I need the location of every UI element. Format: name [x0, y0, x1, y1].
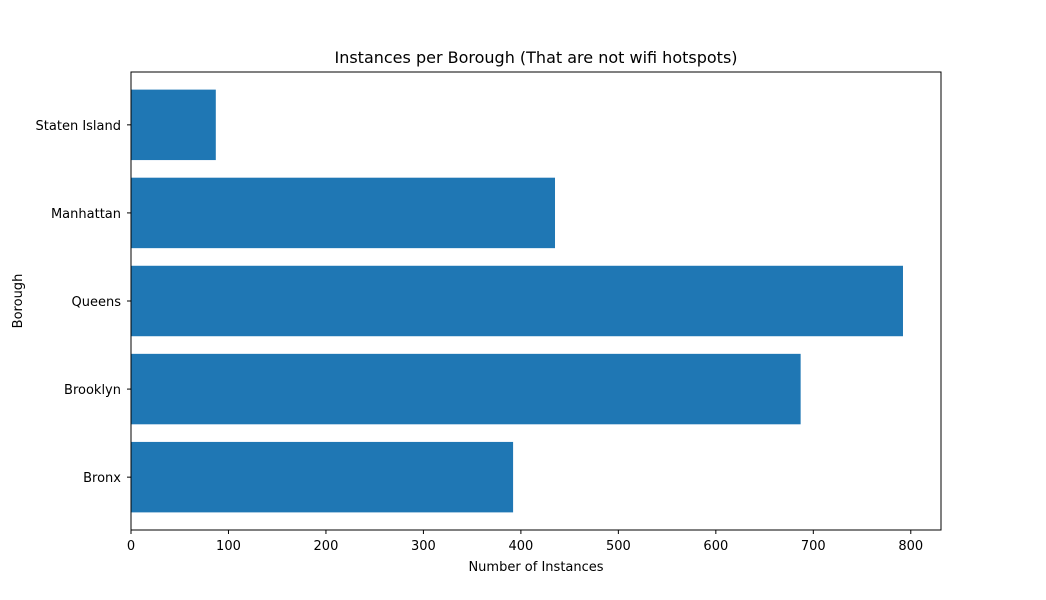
x-tick-label: 400: [508, 539, 533, 554]
y-tick-label: Bronx: [83, 471, 121, 486]
bars-layer: [131, 89, 903, 513]
bar-brooklyn: [131, 353, 801, 425]
x-axis-label: Number of Instances: [468, 560, 603, 575]
x-tick-label: 800: [898, 539, 923, 554]
y-tick-label: Staten Island: [36, 119, 121, 134]
x-tick-label: 300: [411, 539, 436, 554]
x-tick-label: 600: [703, 539, 728, 554]
x-tick-label: 500: [606, 539, 631, 554]
chart-title: Instances per Borough (That are not wifi…: [334, 48, 737, 67]
bar-queens: [131, 265, 903, 337]
y-tick-label: Brooklyn: [64, 383, 121, 398]
y-axis-ticks: Bronx Brooklyn Queens Manhattan Staten Islan…: [36, 119, 131, 486]
x-tick-label: 0: [127, 539, 135, 554]
x-axis-ticks: 0 100 200 300 400 500 600 700 800: [127, 530, 923, 554]
y-axis-label: Borough: [11, 274, 26, 329]
x-tick-label: 200: [314, 539, 339, 554]
y-tick-label: Queens: [72, 295, 122, 310]
bar-bronx: [131, 441, 514, 513]
bar-staten-island: [131, 89, 216, 161]
y-tick-label: Manhattan: [51, 207, 121, 222]
x-tick-label: 100: [216, 539, 241, 554]
bar-manhattan: [131, 177, 556, 249]
x-tick-label: 700: [801, 539, 826, 554]
